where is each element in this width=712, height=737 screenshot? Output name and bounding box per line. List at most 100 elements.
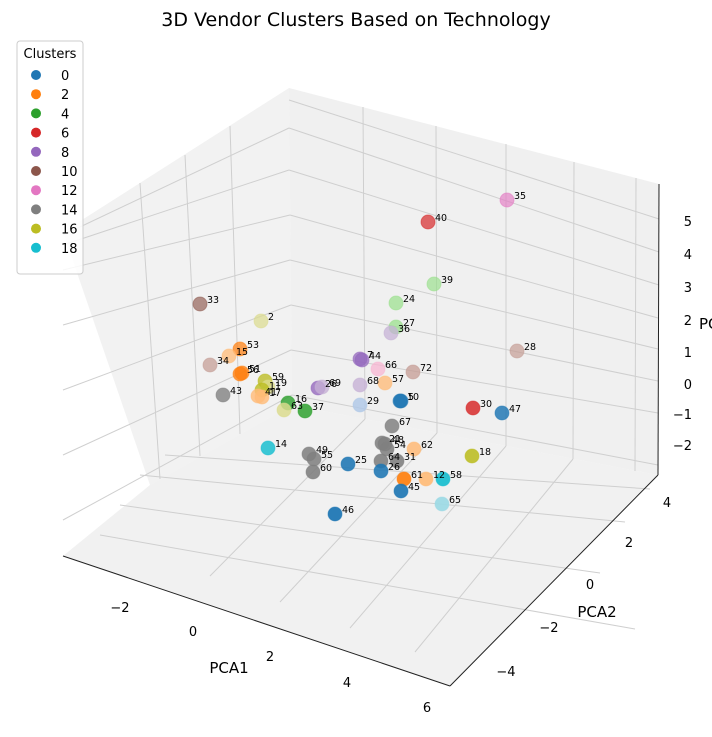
point-label-62: 62	[421, 440, 433, 451]
point-label-54: 54	[394, 440, 406, 451]
point-marker-39	[426, 276, 442, 292]
chart-title: 3D Vendor Clusters Based on Technology	[161, 9, 550, 31]
point-label-48: 48	[392, 435, 404, 446]
legend-marker	[31, 70, 41, 80]
point-label-24: 24	[403, 294, 415, 305]
point-label-5: 5	[408, 392, 414, 403]
point-label-46: 46	[342, 505, 354, 516]
point-label-37: 37	[312, 402, 324, 413]
legend: Clusters 0 2 4 6 8 10 12 14 16 18	[16, 40, 84, 275]
point-marker-24	[388, 295, 404, 311]
point-label-31: 31	[404, 452, 416, 463]
point-label-63: 63	[291, 401, 303, 412]
point-label-25: 25	[355, 455, 367, 466]
legend-marker	[31, 166, 41, 176]
point-marker-2	[253, 313, 269, 329]
point-marker-15	[221, 348, 237, 364]
legend-label: 10	[61, 165, 78, 180]
point-label-58: 58	[450, 470, 462, 481]
legend-label: 6	[61, 127, 69, 142]
legend-marker	[31, 108, 41, 119]
legend-marker	[31, 185, 41, 196]
point-marker-34	[202, 357, 218, 373]
point-label-19: 19	[275, 378, 287, 389]
point-marker-67	[384, 418, 400, 434]
x-tick-label: −2	[110, 601, 129, 616]
point-label-36: 36	[398, 324, 410, 335]
legend-title: Clusters	[24, 47, 77, 62]
point-marker-37	[297, 403, 313, 419]
point-label-10: 10	[407, 392, 419, 403]
point-marker-29	[352, 397, 368, 413]
legend-label: 2	[61, 88, 69, 103]
point-label-69: 69	[329, 378, 341, 389]
point-label-61: 61	[411, 470, 423, 481]
point-marker-54	[379, 441, 395, 457]
point-marker-33	[192, 296, 208, 312]
legend-label: 18	[61, 242, 78, 257]
point-marker-35	[499, 192, 515, 208]
point-label-43: 43	[230, 386, 242, 397]
point-label-68: 68	[367, 376, 379, 387]
y-tick-label: 4	[663, 496, 671, 511]
point-label-66: 66	[385, 360, 397, 371]
z-tick-label: 1	[684, 346, 692, 361]
point-label-49: 49	[316, 445, 328, 456]
point-label-15: 15	[236, 347, 248, 358]
legend-frame	[16, 40, 84, 275]
point-label-12: 12	[433, 470, 445, 481]
point-label-72: 72	[420, 363, 432, 374]
point-label-39: 39	[441, 275, 453, 286]
legend-label: 16	[61, 223, 78, 238]
point-label-30: 30	[480, 399, 492, 410]
z-tick-label: 3	[684, 281, 692, 296]
back-left-pane	[63, 88, 292, 485]
point-marker-53	[232, 341, 248, 357]
point-label-29: 29	[367, 396, 379, 407]
point-marker-43	[215, 387, 231, 403]
z-tick-label: 0	[684, 378, 692, 393]
legend-label: 14	[61, 203, 78, 218]
z-tick-label: 2	[684, 314, 692, 329]
point-label-44: 44	[369, 351, 381, 362]
z-axis-label: PC	[699, 315, 712, 333]
point-marker-31	[389, 453, 405, 469]
point-marker-68	[352, 377, 368, 393]
point-marker-28	[509, 343, 525, 359]
x-tick-label: 6	[423, 701, 431, 716]
point-label-16: 16	[295, 394, 307, 405]
point-label-41: 41	[265, 387, 277, 398]
point-label-33: 33	[207, 295, 219, 306]
point-label-59: 59	[272, 372, 284, 383]
point-label-17: 17	[269, 388, 281, 399]
point-marker-69	[314, 379, 330, 395]
x-tick-label: 4	[343, 676, 351, 691]
y-axis-label: PCA2	[577, 603, 616, 621]
point-marker-45	[393, 483, 409, 499]
axes-lines	[62, 183, 660, 687]
point-label-55: 55	[321, 450, 333, 461]
x-tick-label: 2	[266, 650, 274, 665]
point-label-47: 47	[509, 404, 521, 415]
point-label-7: 7	[367, 350, 373, 361]
point-label-56: 56	[247, 365, 259, 376]
point-label-21: 21	[389, 434, 401, 445]
z-tick-label: 5	[684, 215, 692, 230]
y-tick-label: 2	[625, 536, 633, 551]
point-marker-44	[354, 352, 370, 368]
point-marker-47	[494, 405, 510, 421]
point-label-26b: 26	[388, 462, 400, 473]
point-marker-25	[340, 456, 356, 472]
point-marker-63	[276, 402, 292, 418]
point-label-28: 28	[524, 342, 536, 353]
point-label-35: 35	[514, 191, 526, 202]
legend-label: 0	[61, 69, 69, 84]
point-marker-66	[370, 361, 386, 377]
point-label-11: 11	[269, 381, 281, 392]
legend-label: 12	[61, 184, 78, 199]
legend-marker	[31, 89, 41, 100]
point-marker-57	[377, 375, 393, 391]
point-marker-46	[327, 506, 343, 522]
point-marker-72	[405, 364, 421, 380]
point-marker-36	[383, 325, 399, 341]
